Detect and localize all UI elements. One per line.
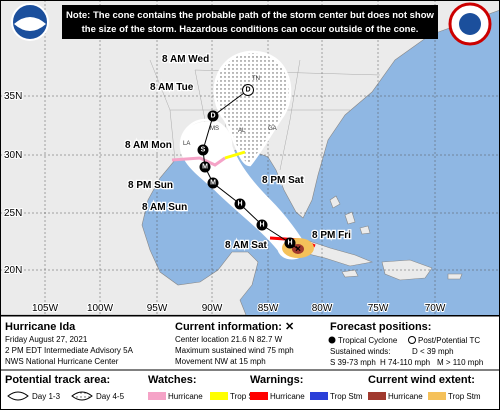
hispaniola bbox=[381, 259, 433, 281]
longitude-label: 90W bbox=[202, 303, 223, 314]
latitude-label: 20N bbox=[4, 265, 22, 276]
warnings-title: Warnings: bbox=[250, 374, 303, 386]
note-box bbox=[62, 5, 438, 39]
puerto-rico bbox=[447, 273, 463, 280]
state-label: AL bbox=[238, 128, 246, 134]
tropical-storm-watch bbox=[224, 150, 246, 160]
watches-title: Watches: bbox=[148, 374, 197, 386]
hurricane-extent-swatch bbox=[368, 392, 386, 400]
legend-label: Trop Stm bbox=[330, 392, 363, 401]
longitude-label: 75W bbox=[368, 303, 389, 314]
wind-extent-title: Current wind extent: bbox=[368, 374, 475, 386]
current-info-line: Movement NW at 15 mph bbox=[175, 357, 266, 366]
track-point-label: M bbox=[210, 180, 216, 187]
track-point-label: S bbox=[201, 147, 206, 154]
legend-label: Hurricane bbox=[168, 392, 203, 401]
wind-class: D < 39 mph bbox=[412, 347, 454, 356]
longitude-label: 105W bbox=[32, 303, 59, 314]
trop-storm-warning-swatch bbox=[310, 392, 328, 400]
note-line: the size of the storm. Hazardous conditi… bbox=[82, 24, 419, 35]
latitude-label: 25N bbox=[4, 208, 22, 219]
legend-label: Day 1-3 bbox=[32, 392, 61, 401]
state-label: TN bbox=[252, 76, 260, 82]
track-point-label: M bbox=[202, 164, 208, 171]
advisory-number: 2 PM EDT Intermediate Advisory 5A bbox=[5, 346, 134, 355]
forecast-time-label: 8 PM Sat bbox=[262, 175, 304, 186]
post-tc-symbol bbox=[408, 336, 416, 344]
forecast-time-label: 8 AM Sat bbox=[225, 240, 268, 251]
state-label: MS bbox=[210, 126, 219, 132]
tropical-cyclone-symbol bbox=[328, 336, 336, 344]
jamaica bbox=[341, 269, 359, 278]
longitude-label: 100W bbox=[87, 303, 114, 314]
legend-label: Hurricane bbox=[270, 392, 305, 401]
legend-label: Hurricane bbox=[388, 392, 423, 401]
latitude-label: 35N bbox=[4, 91, 22, 102]
hurricane-warning-swatch bbox=[250, 392, 268, 400]
longitude-label: 70W bbox=[425, 303, 446, 314]
current-info-title: Current information: ✕ bbox=[175, 321, 294, 333]
issuer: NWS National Hurricane Center bbox=[5, 357, 119, 366]
wind-class: M > 110 mph bbox=[437, 358, 483, 367]
trop-storm-watch-swatch bbox=[210, 392, 228, 400]
day-4-5-swatch bbox=[71, 391, 93, 401]
track-point-label: H bbox=[259, 222, 264, 229]
hurricane-watch bbox=[171, 156, 226, 167]
state-label: GA bbox=[268, 126, 277, 132]
forecast-time-label: 8 AM Tue bbox=[150, 82, 194, 93]
trop-storm-extent-swatch bbox=[428, 392, 446, 400]
advisory-date: Friday August 27, 2021 bbox=[5, 335, 88, 344]
storm-name: Hurricane Ida bbox=[5, 321, 76, 333]
track-point-label: H bbox=[287, 240, 292, 247]
forecast-time-label: 8 AM Wed bbox=[162, 54, 209, 65]
cone-day-4-5 bbox=[213, 50, 292, 167]
current-info-line: Center location 21.6 N 82.7 W bbox=[175, 335, 283, 344]
note-line: Note: The cone contains the probable pat… bbox=[66, 10, 434, 21]
state-label: LA bbox=[183, 141, 190, 147]
current-position-marker: × bbox=[295, 244, 301, 255]
track-point-label: D bbox=[210, 113, 215, 120]
longitude-label: 95W bbox=[147, 303, 168, 314]
current-info-line: Maximum sustained wind 75 mph bbox=[175, 346, 294, 355]
forecast-time-label: 8 PM Fri bbox=[312, 230, 351, 241]
winds-title: Sustained winds: bbox=[330, 347, 390, 356]
legend-label: Trop Stm bbox=[230, 392, 263, 401]
longitude-label: 80W bbox=[312, 303, 333, 314]
wind-class: S 39-73 mph bbox=[330, 358, 376, 367]
track-area-title: Potential track area: bbox=[5, 374, 110, 386]
latitude-label: 30N bbox=[4, 150, 22, 161]
track-points: H H H M M S D D bbox=[197, 84, 296, 249]
legend-label: Tropical Cyclone bbox=[338, 336, 398, 345]
longitude-label: 85W bbox=[258, 303, 279, 314]
track-point-label: H bbox=[237, 201, 242, 208]
legend-label: Trop Stm bbox=[448, 392, 481, 401]
nws-logo-inner bbox=[459, 13, 481, 35]
noaa-logo-wave bbox=[14, 17, 46, 31]
forecast-time-label: 8 AM Mon bbox=[125, 140, 172, 151]
track-point-label: D bbox=[245, 87, 250, 94]
legend-label: Day 4-5 bbox=[96, 392, 125, 401]
forecast-time-label: 8 AM Sun bbox=[142, 202, 187, 213]
day-1-3-swatch bbox=[7, 391, 29, 401]
forecast-positions-title: Forecast positions: bbox=[330, 321, 431, 333]
hurricane-watch-swatch bbox=[148, 392, 166, 400]
wind-class: H 74-110 mph bbox=[380, 358, 430, 367]
forecast-time-label: 8 PM Sun bbox=[128, 180, 173, 191]
legend-label: Post/Potential TC bbox=[418, 336, 480, 345]
